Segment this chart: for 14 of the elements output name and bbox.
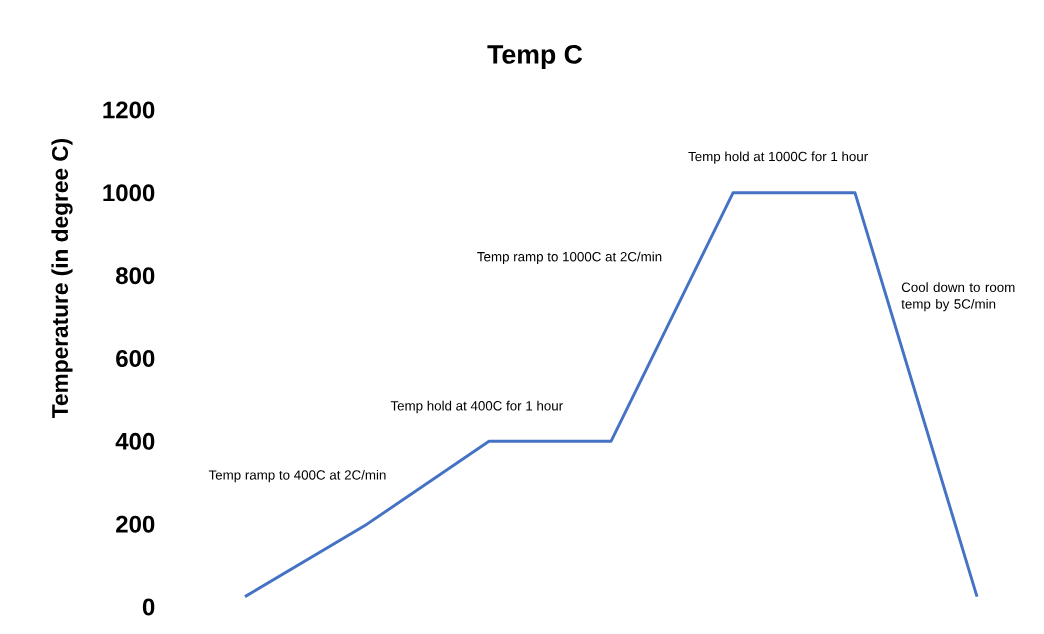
y-tick-label: 800 <box>116 267 155 285</box>
annotation: Cool down to room temp by 5C/min <box>901 282 1015 312</box>
y-tick-label: 200 <box>116 515 155 533</box>
annotation: Temp ramp to 1000C at 2C/min <box>477 251 662 265</box>
chart-title: Temp C <box>487 44 583 70</box>
annotation: Temp hold at 1000C for 1 hour <box>688 151 868 164</box>
annotation: Temp hold at 400C for 1 hour <box>390 400 563 414</box>
y-tick-label: 0 <box>142 598 155 616</box>
y-tick-label: 600 <box>116 349 155 367</box>
y-tick-label: 400 <box>115 432 155 450</box>
y-axis-title: Temperature (in degree C) <box>51 138 73 418</box>
y-tick-label: 1000 <box>103 184 155 202</box>
y-tick-label: 1200 <box>103 101 155 119</box>
annotation: Temp ramp to 400C at 2C/min <box>208 469 386 483</box>
